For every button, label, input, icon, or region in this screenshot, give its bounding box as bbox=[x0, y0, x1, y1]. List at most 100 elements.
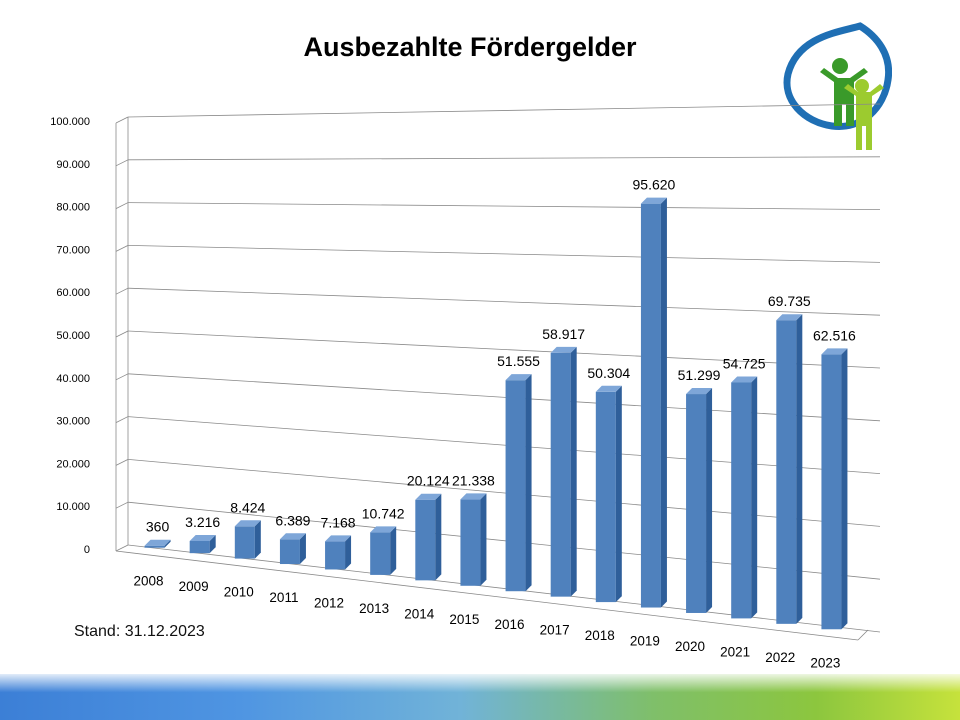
bar-2010 bbox=[234, 526, 255, 559]
bar-side bbox=[254, 520, 261, 559]
gridline-corner bbox=[115, 373, 129, 381]
floor-right-edge bbox=[857, 629, 869, 641]
bar-top bbox=[505, 374, 532, 381]
y-tick-label: 60.000 bbox=[56, 287, 90, 299]
x-tick-label: 2022 bbox=[765, 650, 795, 665]
gridline-corner bbox=[115, 159, 129, 167]
bar-side bbox=[209, 534, 216, 554]
gridline bbox=[127, 373, 881, 422]
x-tick-label: 2010 bbox=[224, 585, 254, 600]
gridline-corner bbox=[115, 544, 129, 552]
bar-top bbox=[144, 539, 171, 546]
bar-2017 bbox=[550, 352, 571, 597]
x-tick-label: 2015 bbox=[449, 612, 479, 627]
gridline bbox=[127, 202, 881, 210]
data-label: 8.424 bbox=[230, 499, 265, 515]
y-tick-label: 80.000 bbox=[56, 202, 90, 214]
gridline bbox=[127, 156, 881, 161]
data-label: 62.516 bbox=[813, 327, 856, 343]
gridline bbox=[127, 416, 881, 474]
x-tick-label: 2009 bbox=[179, 579, 209, 594]
gridline bbox=[127, 330, 881, 369]
gridline-corner bbox=[115, 501, 129, 509]
x-tick-label: 2008 bbox=[134, 574, 164, 589]
data-label: 69.735 bbox=[768, 293, 811, 309]
bar-side bbox=[525, 374, 532, 592]
bar-side bbox=[751, 376, 758, 619]
bar-side bbox=[390, 526, 397, 575]
bar-top bbox=[460, 493, 487, 500]
data-label: 6.389 bbox=[275, 512, 310, 528]
bar-2008 bbox=[144, 545, 165, 548]
bar-side bbox=[435, 493, 442, 581]
y-tick-label: 30.000 bbox=[56, 416, 90, 428]
data-label: 58.917 bbox=[542, 326, 585, 342]
footer-gradient-band bbox=[0, 674, 960, 720]
bar-side bbox=[841, 348, 848, 630]
gridline bbox=[127, 544, 881, 633]
bar-side bbox=[660, 197, 667, 608]
gridline bbox=[127, 103, 881, 118]
bar-top bbox=[731, 376, 758, 383]
gridline bbox=[127, 459, 881, 527]
bar-top bbox=[415, 493, 442, 500]
bar-top bbox=[234, 520, 261, 527]
gridline-corner bbox=[115, 416, 129, 423]
floor-front-edge bbox=[115, 550, 859, 641]
gridline-corner bbox=[115, 287, 129, 295]
bar-top bbox=[189, 534, 216, 541]
stand-note: Stand: 31.12.2023 bbox=[74, 623, 205, 640]
data-label: 50.304 bbox=[587, 365, 630, 381]
bar-2011 bbox=[279, 539, 300, 565]
bar-2016 bbox=[505, 380, 526, 592]
bar-side bbox=[796, 314, 803, 624]
data-label: 54.725 bbox=[723, 355, 766, 371]
x-tick-label: 2016 bbox=[495, 617, 525, 632]
bar-top bbox=[686, 388, 713, 395]
bar-2009 bbox=[189, 540, 210, 554]
bar-2023 bbox=[821, 354, 842, 630]
y-tick-label: 20.000 bbox=[56, 458, 90, 470]
y-axis-ticks: 0 10.000 20.000 30.000 40.000 50.000 60.000 70.… bbox=[50, 116, 90, 556]
x-tick-label: 2012 bbox=[314, 595, 344, 610]
data-label: 95.620 bbox=[633, 177, 676, 193]
gridline-corner bbox=[115, 245, 129, 252]
chart: 0 10.000 20.000 30.000 40.000 50.000 60.000 70.… bbox=[50, 103, 881, 670]
data-label: 21.338 bbox=[452, 472, 495, 488]
x-tick-label: 2019 bbox=[630, 634, 660, 649]
bar-2022 bbox=[776, 320, 797, 624]
y-tick-label: 50.000 bbox=[56, 330, 90, 342]
y-tick-label: 40.000 bbox=[56, 373, 90, 385]
bar-2015 bbox=[460, 499, 481, 586]
gridline-corner bbox=[115, 330, 129, 338]
gridline-corner bbox=[115, 202, 129, 209]
x-tick-label: 2013 bbox=[359, 601, 389, 616]
x-tick-label: 2018 bbox=[585, 628, 615, 643]
x-tick-label: 2023 bbox=[810, 655, 840, 670]
data-label: 51.299 bbox=[678, 367, 721, 383]
x-tick-label: 2014 bbox=[404, 606, 435, 621]
bar-side bbox=[706, 388, 713, 613]
bar-2013 bbox=[370, 532, 391, 575]
data-label: 360 bbox=[146, 519, 170, 535]
bar-2020 bbox=[686, 394, 707, 613]
bar-top bbox=[370, 526, 397, 533]
bar-top bbox=[640, 197, 667, 204]
bar-side bbox=[480, 493, 487, 586]
data-label: 51.555 bbox=[497, 353, 540, 369]
gridline-corner bbox=[115, 116, 129, 124]
bar-top bbox=[776, 314, 803, 321]
y-tick-label: 70.000 bbox=[56, 244, 90, 256]
x-tick-label: 2011 bbox=[269, 590, 298, 605]
bar-top bbox=[595, 385, 622, 392]
y-tick-label: 100.000 bbox=[50, 116, 90, 128]
bar-top bbox=[550, 346, 577, 353]
data-label: 3.216 bbox=[185, 514, 220, 530]
y-tick-label: 0 bbox=[84, 544, 90, 556]
bar-top bbox=[279, 533, 306, 540]
chart-title: Ausbezahlte Fördergelder bbox=[303, 32, 637, 62]
bar-side bbox=[345, 535, 352, 570]
bar-top bbox=[325, 535, 352, 542]
